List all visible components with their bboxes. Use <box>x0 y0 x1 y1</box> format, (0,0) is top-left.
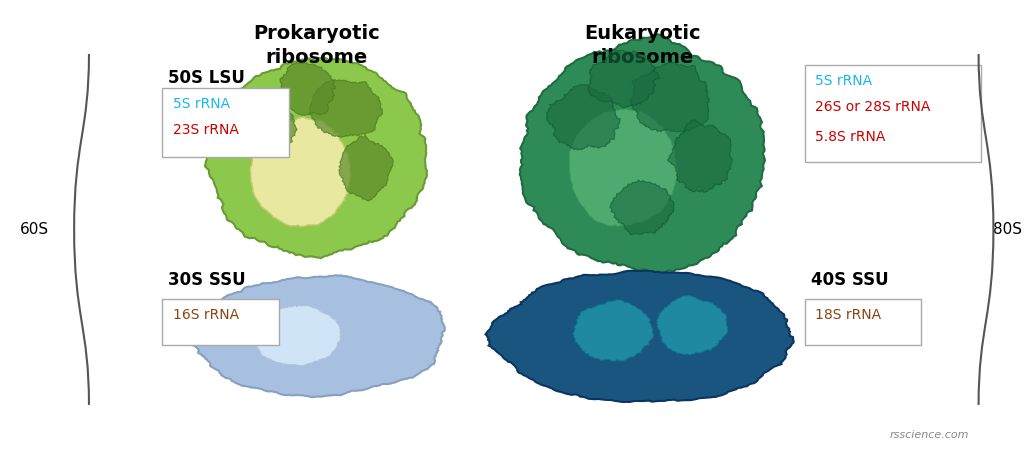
PathPatch shape <box>573 300 653 361</box>
Text: Eukaryotic
ribosome: Eukaryotic ribosome <box>584 24 700 67</box>
PathPatch shape <box>485 271 794 402</box>
PathPatch shape <box>250 117 351 227</box>
PathPatch shape <box>276 63 336 116</box>
PathPatch shape <box>520 34 765 273</box>
PathPatch shape <box>547 85 621 150</box>
PathPatch shape <box>339 135 393 201</box>
Text: Prokaryotic
ribosome: Prokaryotic ribosome <box>253 24 380 67</box>
FancyBboxPatch shape <box>805 65 981 162</box>
Text: 5S rRNA: 5S rRNA <box>170 103 227 117</box>
PathPatch shape <box>609 180 674 235</box>
Text: 23S rRNA: 23S rRNA <box>173 123 239 137</box>
PathPatch shape <box>308 80 382 137</box>
Text: 5S rRNA: 5S rRNA <box>173 96 230 111</box>
PathPatch shape <box>252 305 341 366</box>
Text: 26S or 28S rRNA: 26S or 28S rRNA <box>815 101 931 115</box>
FancyBboxPatch shape <box>805 299 922 345</box>
Text: 30S SSU: 30S SSU <box>168 271 246 289</box>
PathPatch shape <box>204 57 427 258</box>
PathPatch shape <box>569 109 678 226</box>
Text: 16S rRNA: 16S rRNA <box>173 308 240 322</box>
Text: 18S rRNA: 18S rRNA <box>815 308 882 322</box>
PathPatch shape <box>630 61 710 132</box>
Text: 40S SSU: 40S SSU <box>811 271 888 289</box>
Text: rsscience.com: rsscience.com <box>889 430 969 440</box>
Text: 50S LSU: 50S LSU <box>168 69 245 87</box>
Text: 5S rRNA: 5S rRNA <box>815 74 872 88</box>
PathPatch shape <box>668 120 732 192</box>
PathPatch shape <box>588 49 659 108</box>
Text: 60S LSU: 60S LSU <box>811 69 888 87</box>
PathPatch shape <box>239 104 297 154</box>
PathPatch shape <box>186 275 444 397</box>
Text: 80S: 80S <box>993 223 1022 238</box>
Text: 60S: 60S <box>20 223 49 238</box>
PathPatch shape <box>656 295 728 355</box>
FancyBboxPatch shape <box>162 299 279 345</box>
Text: 5.8S rRNA: 5.8S rRNA <box>815 130 886 144</box>
Text: 23S rRNA: 23S rRNA <box>170 133 236 147</box>
FancyBboxPatch shape <box>162 88 289 157</box>
